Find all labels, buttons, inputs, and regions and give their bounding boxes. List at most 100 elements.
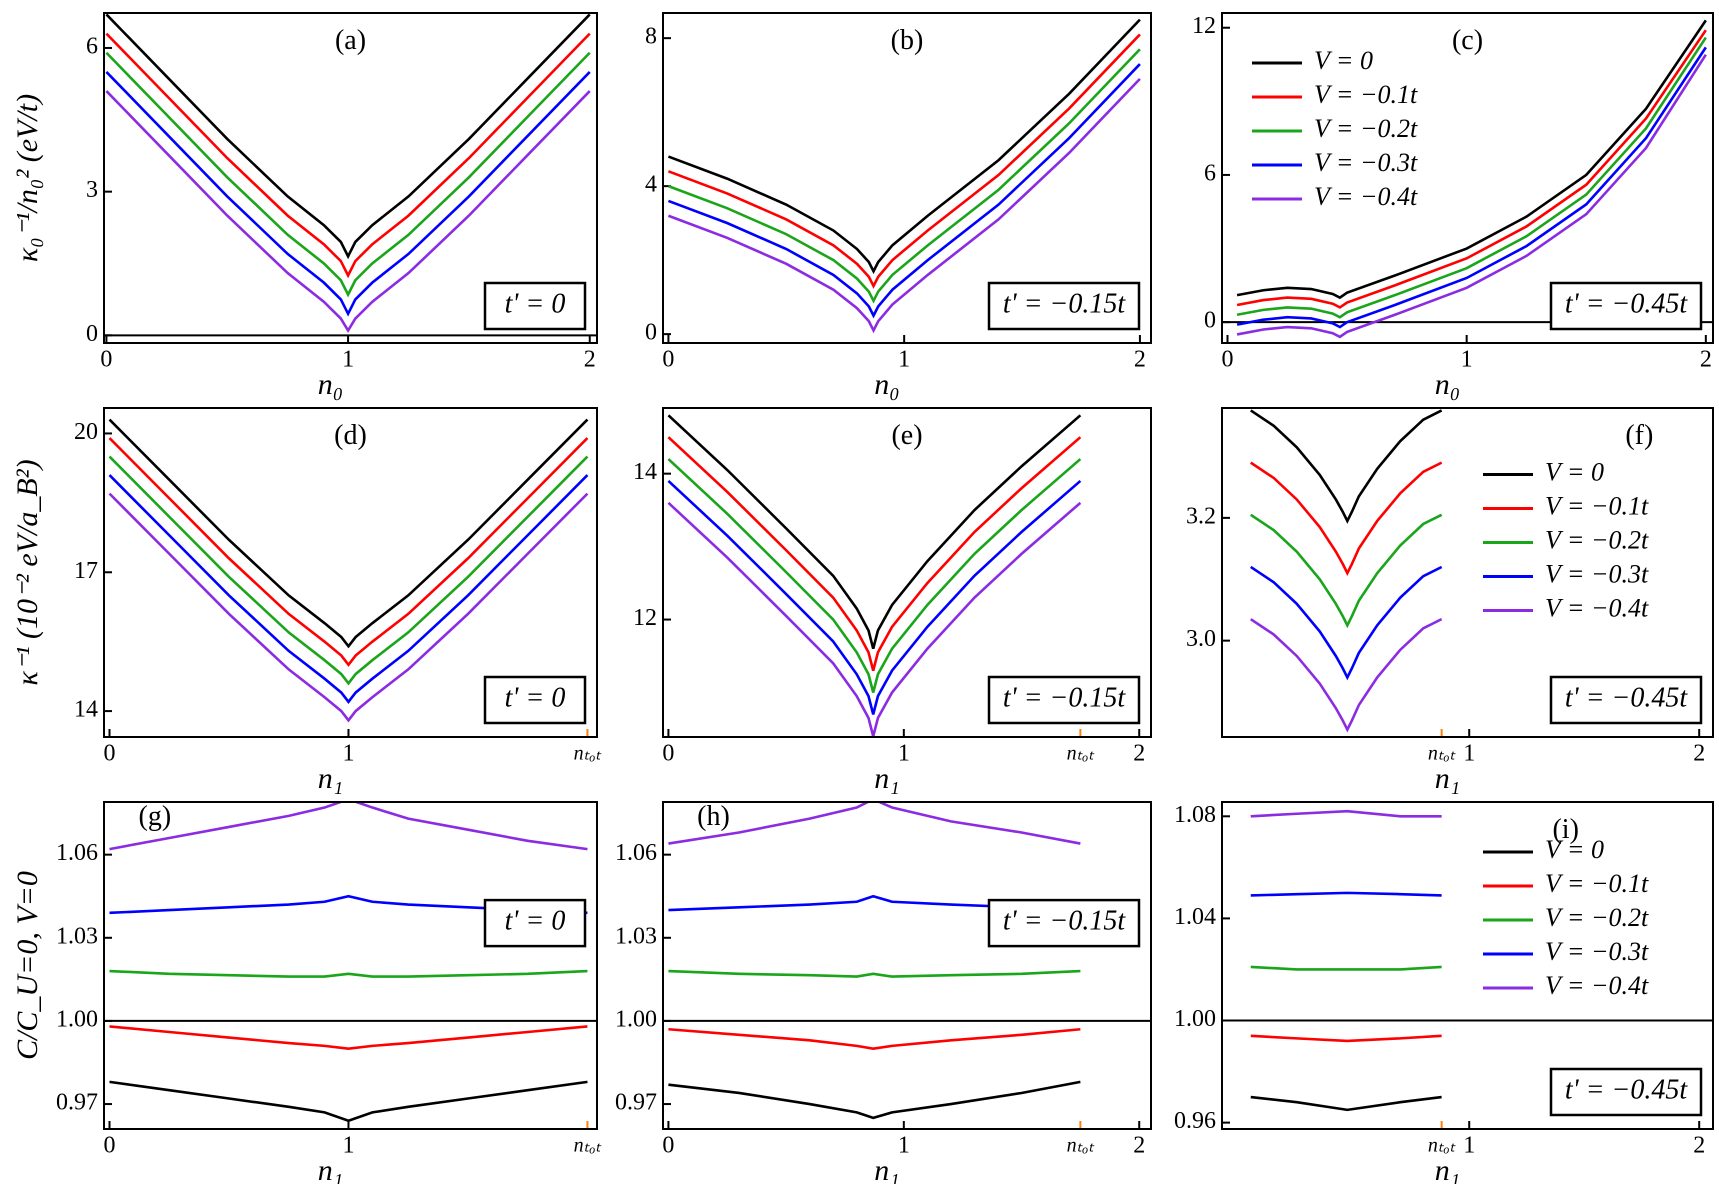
curve — [667, 33, 1141, 289]
legend-label: V = −0.1t — [1545, 491, 1649, 520]
annotation: t' = 0 — [505, 906, 566, 937]
x-tick-label: nₜₒₜ — [1428, 1135, 1457, 1157]
legend-label: V = −0.2t — [1545, 903, 1649, 932]
y-tick-label: 17 — [74, 558, 98, 584]
x-axis-label: n₁ — [318, 762, 343, 795]
curve — [668, 802, 1081, 845]
x-tick-label: 2 — [1133, 1133, 1145, 1159]
annotation: t' = −0.45t — [1565, 1074, 1689, 1105]
curve — [668, 969, 1081, 978]
annotation: t' = 0 — [505, 288, 566, 319]
x-tick-label: nₜₒₜ — [574, 1135, 603, 1157]
annotation: t' = 0 — [505, 682, 566, 713]
legend-label: V = −0.2t — [1545, 525, 1649, 554]
y-tick-label: 0 — [645, 320, 657, 346]
panel-label: (h) — [697, 801, 730, 832]
curve — [109, 1080, 588, 1123]
x-tick-label: nₜₒₜ — [1067, 1135, 1096, 1157]
curve — [109, 1025, 588, 1050]
legend-label: V = −0.1t — [1314, 80, 1418, 109]
legend-label: V = −0.4t — [1545, 593, 1649, 622]
curve — [1250, 891, 1442, 897]
y-tick-label: 1.03 — [56, 923, 98, 949]
x-tick-label: 1 — [1463, 741, 1475, 767]
annotation-box — [987, 898, 1141, 948]
panel-label: (d) — [334, 420, 367, 451]
panel-label: (i) — [1552, 814, 1578, 845]
curve — [105, 51, 591, 298]
y-axis-label: κ₀⁻¹/n₀² (eV/t) — [11, 94, 44, 262]
panel: nₜₒₜ 1 2 3.0 3.2 (f) t' = −0.45t n₁ V = 0 V = −0.… — [1186, 407, 1714, 795]
panel-label: (a) — [335, 25, 366, 56]
panel-label: (f) — [1625, 420, 1653, 451]
x-tick-label: nₜₒₜ — [1428, 743, 1457, 765]
frame — [103, 12, 598, 344]
panel-label: (e) — [891, 420, 922, 451]
curves — [1236, 19, 1707, 339]
y-tick-label: 8 — [645, 24, 657, 50]
curve — [1250, 1034, 1442, 1043]
x-axis-label: n₁ — [1435, 1154, 1460, 1184]
annotation-box — [483, 281, 587, 331]
frame — [662, 801, 1152, 1130]
curve — [105, 71, 591, 317]
x-axis-label: n₁ — [874, 762, 899, 795]
curve — [667, 479, 1082, 715]
x-tick-label: 1 — [898, 741, 910, 767]
x-tick-label: 0 — [103, 741, 115, 767]
x-tick-label: 0 — [662, 1133, 674, 1159]
curves — [108, 418, 589, 723]
frame — [103, 407, 598, 738]
y-tick-label: 6 — [1204, 160, 1216, 186]
x-axis-label: n₁ — [1435, 762, 1460, 795]
y-tick-label: 3 — [86, 177, 98, 203]
legend-label: V = −0.4t — [1314, 182, 1418, 211]
curve — [1250, 513, 1443, 629]
panel-label: (c) — [1452, 25, 1483, 56]
curve — [1236, 19, 1707, 300]
x-tick-label: 1 — [1463, 1133, 1475, 1159]
panel: nₜₒₜ 1 2 0.96 1.00 1.04 1.08 (i) t' = −0.45t n₁ V … — [1174, 801, 1714, 1184]
panel: 0 1 2 0 4 8 (b) t' = −0.15t n₀ — [645, 12, 1152, 401]
x-tick-label: 0 — [662, 347, 674, 373]
legend-label: V = 0 — [1545, 457, 1604, 486]
curve — [667, 18, 1141, 275]
y-axis-label: κ⁻¹ (10⁻² eV/a_B²) — [11, 459, 44, 685]
annotation-box — [1549, 675, 1703, 725]
y-tick-label: 0 — [1204, 308, 1216, 334]
legend-label: V = 0 — [1545, 835, 1604, 864]
x-axis-label: n₀ — [1435, 368, 1460, 401]
annotation: t' = −0.45t — [1565, 288, 1689, 319]
curve — [105, 90, 591, 334]
panel: 0 1 nₜₒₜ 2 12 14 (e) t' = −0.15t n₁ — [633, 407, 1152, 795]
x-axis-label: n₀ — [318, 368, 343, 401]
legend-label: V = −0.4t — [1545, 971, 1649, 1000]
x-tick-label: 2 — [584, 347, 596, 373]
x-tick-label: nₜₒₜ — [1067, 743, 1096, 765]
y-tick-label: 20 — [74, 419, 98, 445]
curve — [667, 436, 1082, 671]
panel: 0 1 nₜₒₜ 14 17 20 (d) t' = 0 n₁ κ⁻¹ (10⁻² eV/a_B²… — [11, 407, 602, 795]
x-tick-label: 0 — [103, 1133, 115, 1159]
y-tick-label: 3.2 — [1186, 503, 1216, 529]
legend-label: V = −0.2t — [1314, 114, 1418, 143]
y-tick-label: 0.97 — [56, 1090, 98, 1116]
x-tick-label: 1 — [342, 347, 354, 373]
annotation-box — [987, 281, 1141, 331]
curve — [109, 969, 588, 978]
y-tick-label: 1.00 — [615, 1006, 657, 1032]
panel-label: (g) — [139, 801, 172, 832]
curve — [108, 455, 589, 686]
curve — [108, 492, 589, 723]
y-tick-label: 4 — [645, 172, 657, 198]
annotation-box — [1549, 1067, 1703, 1117]
x-tick-label: 0 — [662, 741, 674, 767]
panel: 0 1 nₜₒₜ 0.97 1.00 1.03 1.06 (g) t' = 0 n₁ C/C_U=0… — [11, 801, 603, 1184]
y-tick-label: 3.0 — [1186, 626, 1216, 652]
panel: 0 1 2 0 3 6 (a) t' = 0 n₀ κ₀⁻¹/n₀² (eV/t) — [11, 12, 598, 401]
y-tick-label: 0.97 — [615, 1090, 657, 1116]
curve — [667, 63, 1141, 319]
curve — [1250, 617, 1443, 733]
y-tick-label: 14 — [74, 697, 98, 723]
